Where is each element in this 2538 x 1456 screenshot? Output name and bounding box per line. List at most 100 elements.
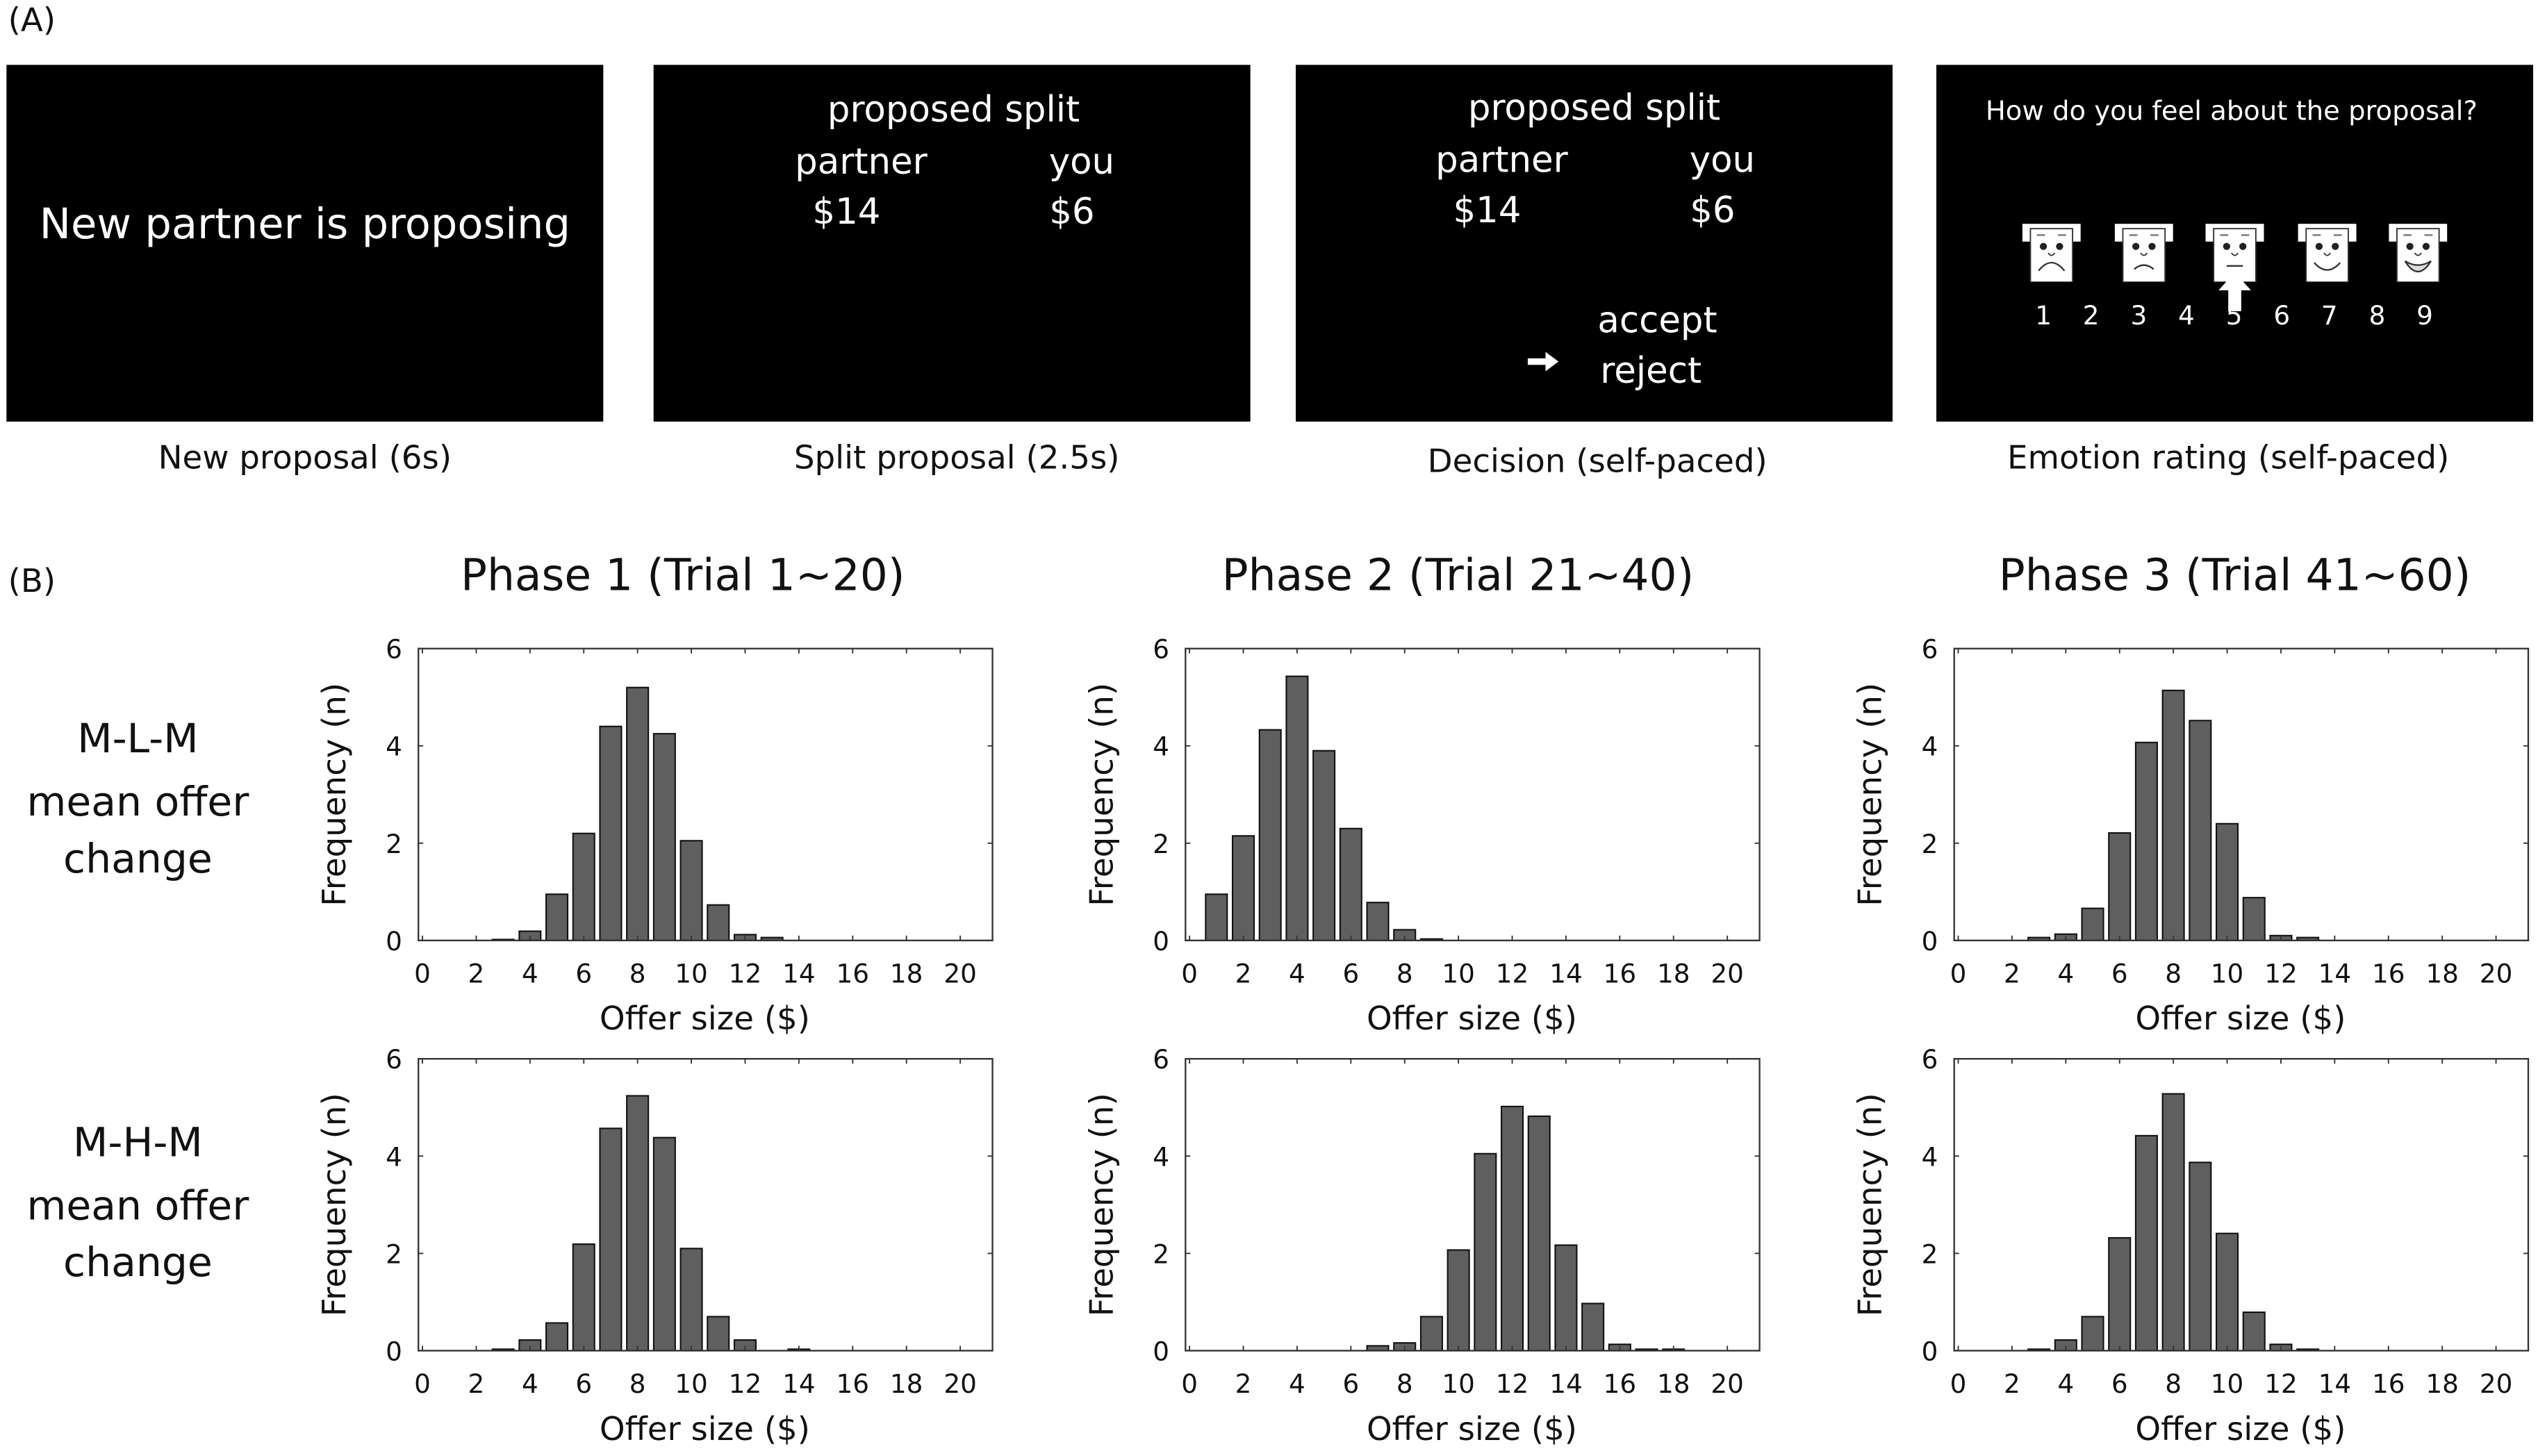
x-tick-label: 4 [2057, 959, 2074, 989]
histogram-bar [2134, 741, 2158, 941]
x-axis-label: Offer size ($) [1367, 1000, 1577, 1038]
histogram-bar [1258, 729, 1282, 941]
x-tick-label: 0 [1181, 1368, 1198, 1399]
x-tick-label: 16 [837, 959, 869, 989]
x-tick-label: 2 [1235, 1368, 1252, 1399]
condition-mlm-name: M-L-M [77, 715, 199, 763]
x-tick-label: 10 [2211, 959, 2244, 989]
histogram-bar [1231, 835, 1255, 941]
histogram-bar [2108, 832, 2132, 941]
x-tick-label: 12 [1496, 959, 1529, 989]
x-tick-label: 20 [1711, 1368, 1744, 1399]
x-tick-label: 4 [2057, 1368, 2074, 1399]
x-tick-label: 16 [837, 1368, 869, 1399]
you-label: you [1048, 142, 1115, 183]
condition-mlm-line3: change [63, 835, 213, 882]
plot-frame [418, 1058, 994, 1352]
y-tick-label: 0 [1922, 1336, 1938, 1366]
x-tick-label: 10 [1442, 959, 1475, 989]
x-tick-label: 14 [1549, 1368, 1583, 1399]
condition-mlm-line2: mean offer [26, 778, 249, 826]
y-tick-label: 4 [386, 1141, 402, 1172]
y-axis-label: Frequency (n) [1852, 683, 1890, 907]
new-partner-text: New partner is proposing [39, 201, 571, 250]
panel-b-label: (B) [8, 561, 56, 600]
face-very-sad-icon [2022, 224, 2081, 283]
histogram-m-h-m-phase-1: 0 2 4 6 8 10 12 14 16 18 20 0 2 4 6 Offer size ($) Frequ… [316, 1044, 994, 1448]
histogram-bar [626, 686, 650, 941]
x-tick-label: 4 [522, 1368, 538, 1399]
histogram-bar [545, 1322, 569, 1352]
y-tick-label: 6 [386, 634, 402, 665]
condition-mhm-line3: change [63, 1239, 213, 1287]
x-tick-label: 0 [1181, 959, 1198, 989]
you-label: you [1689, 141, 1756, 182]
rating-option-3: 3 [2130, 299, 2148, 331]
plot-frame [1953, 1058, 2530, 1352]
x-tick-label: 2 [1235, 959, 1252, 989]
x-tick-label: 18 [1657, 1368, 1690, 1399]
histogram-bar [2216, 822, 2239, 941]
histogram-bar [1447, 1249, 1470, 1352]
y-tick-label: 0 [1153, 926, 1169, 957]
histogram-bar [2242, 1312, 2266, 1352]
x-tick-label: 12 [729, 1368, 762, 1399]
plot-frame [418, 647, 994, 942]
y-axis-label: Frequency (n) [1083, 683, 1121, 907]
x-tick-label: 10 [675, 1368, 707, 1399]
y-axis-label: Frequency (n) [316, 1093, 354, 1316]
screen-decision: proposed split partner you $14 $6 accept… [1296, 65, 1893, 422]
histogram-bar [1501, 1105, 1524, 1352]
x-tick-label: 4 [1289, 1368, 1305, 1399]
x-tick-label: 14 [1549, 959, 1583, 989]
x-tick-label: 6 [2111, 1368, 2128, 1399]
y-axis-label: Frequency (n) [1083, 1093, 1121, 1316]
histogram-bar [626, 1095, 650, 1352]
histogram-m-h-m-phase-2: 0 2 4 6 8 10 12 14 16 18 20 0 2 4 6 Offer size ($) Frequ… [1083, 1044, 1761, 1448]
panel-a-label: (A) [8, 0, 56, 40]
rating-option-7: 7 [2321, 299, 2338, 331]
condition-mhm-name: M-H-M [73, 1118, 203, 1166]
x-tick-label: 12 [2264, 959, 2298, 989]
caption-decision: Decision (self-paced) [1427, 440, 1767, 480]
histogram-bar [679, 840, 703, 941]
x-tick-label: 20 [1711, 959, 1744, 989]
rating-option-1: 1 [2035, 299, 2052, 331]
x-tick-label: 0 [414, 1368, 431, 1399]
y-tick-label: 4 [1153, 731, 1169, 762]
proposed-split-heading: proposed split [1467, 89, 1721, 130]
x-tick-label: 8 [629, 959, 646, 989]
y-tick-label: 2 [386, 1239, 402, 1269]
caption-new-proposal: New proposal (6s) [158, 438, 452, 477]
plot-frame [1953, 647, 2530, 942]
histogram-bar [1527, 1115, 1551, 1352]
y-tick-label: 4 [1922, 731, 1938, 762]
phase-3-title: Phase 3 (Trial 41~60) [1998, 551, 2471, 602]
x-tick-label: 2 [2004, 959, 2020, 989]
histogram-bar [2161, 1093, 2185, 1352]
x-axis-label: Offer size ($) [600, 1000, 810, 1038]
x-axis-label: Offer size ($) [600, 1411, 810, 1448]
histogram-m-l-m-phase-1: 0 2 4 6 8 10 12 14 16 18 20 0 2 4 6 Offer size ($) Frequ… [316, 634, 994, 1038]
x-tick-label: 2 [468, 1368, 485, 1399]
y-tick-label: 2 [1922, 829, 1938, 859]
y-axis-label: Frequency (n) [1852, 1093, 1890, 1316]
plot-frame [1185, 647, 1761, 942]
partner-label: partner [1435, 141, 1568, 182]
emotion-question: How do you feel about the proposal? [1985, 95, 2478, 127]
histogram-bar [1205, 893, 1228, 941]
histogram-bar [2081, 907, 2104, 941]
histogram-bar [652, 1136, 676, 1352]
histogram-bar [707, 904, 730, 941]
x-tick-label: 14 [782, 1368, 815, 1399]
x-tick-label: 6 [1342, 959, 1359, 989]
y-tick-label: 6 [1153, 1044, 1169, 1075]
face-very-happy-icon [2389, 224, 2448, 283]
x-tick-label: 20 [2480, 1368, 2513, 1399]
x-tick-label: 2 [468, 959, 485, 989]
y-tick-label: 0 [1153, 1336, 1169, 1366]
x-tick-label: 6 [2111, 959, 2128, 989]
x-tick-label: 20 [2480, 959, 2513, 989]
